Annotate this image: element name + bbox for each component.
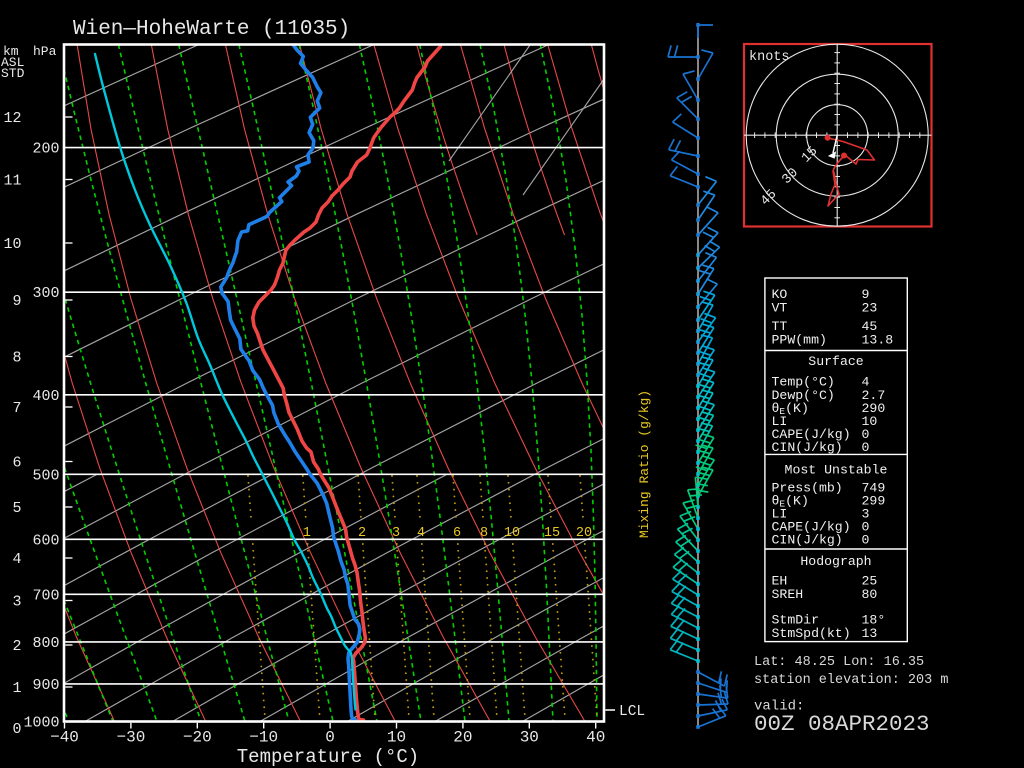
svg-text:300: 300 <box>32 285 59 302</box>
svg-text:PPW(mm): PPW(mm) <box>772 332 827 347</box>
svg-text:CIN(J/kg): CIN(J/kg) <box>772 440 843 455</box>
svg-text:2.7: 2.7 <box>862 388 886 403</box>
svg-text:km: km <box>3 44 19 59</box>
svg-text:4: 4 <box>12 551 21 568</box>
svg-text:10: 10 <box>504 526 520 541</box>
svg-text:ASL: ASL <box>1 55 24 70</box>
svg-text:1: 1 <box>12 680 21 697</box>
svg-text:500: 500 <box>32 467 59 484</box>
svg-text:Mixing Ratio (g/kg): Mixing Ratio (g/kg) <box>637 390 652 538</box>
svg-text:Surface: Surface <box>808 354 863 369</box>
svg-text:299: 299 <box>862 494 886 509</box>
svg-text:23: 23 <box>862 301 878 316</box>
svg-text:9: 9 <box>862 287 870 302</box>
svg-text:Dewp(°C): Dewp(°C) <box>772 388 835 403</box>
svg-text:40: 40 <box>586 729 605 747</box>
svg-text:12: 12 <box>3 110 21 127</box>
svg-text:CIN(J/kg): CIN(J/kg) <box>772 533 843 548</box>
svg-text:200: 200 <box>32 141 59 158</box>
svg-text:0: 0 <box>862 427 870 442</box>
svg-text:LCL: LCL <box>619 704 645 720</box>
svg-text:7: 7 <box>12 400 21 417</box>
svg-text:hPa: hPa <box>33 44 57 59</box>
svg-text:1: 1 <box>303 526 311 541</box>
svg-text:20: 20 <box>576 526 592 541</box>
svg-text:11: 11 <box>3 173 21 190</box>
svg-text:3: 3 <box>12 594 21 611</box>
svg-text:13.8: 13.8 <box>862 332 894 347</box>
svg-text:6: 6 <box>453 526 461 541</box>
svg-text:LI: LI <box>772 507 788 522</box>
svg-text:CAPE(J/kg): CAPE(J/kg) <box>772 427 851 442</box>
svg-text:STD: STD <box>1 66 25 81</box>
svg-text:station elevation: 203 m: station elevation: 203 m <box>754 673 948 688</box>
svg-text:15: 15 <box>544 526 560 541</box>
svg-text:1000: 1000 <box>23 715 59 732</box>
svg-text:2: 2 <box>12 638 21 655</box>
svg-text:Temperature (°C): Temperature (°C) <box>237 746 419 768</box>
svg-text:30: 30 <box>520 729 539 747</box>
svg-text:290: 290 <box>862 401 886 416</box>
svg-text:3: 3 <box>862 507 870 522</box>
svg-text:KO: KO <box>772 287 788 302</box>
svg-text:20: 20 <box>453 729 472 747</box>
svg-text:10: 10 <box>387 729 406 747</box>
svg-text:8: 8 <box>12 350 21 367</box>
svg-text:Hodograph: Hodograph <box>800 554 871 569</box>
svg-text:0: 0 <box>862 520 870 535</box>
svg-text:5: 5 <box>12 500 21 517</box>
svg-text:10: 10 <box>3 236 21 253</box>
svg-text:00Z 08APR2023: 00Z 08APR2023 <box>754 711 930 737</box>
svg-text:18°: 18° <box>862 613 886 628</box>
svg-text:800: 800 <box>32 635 59 652</box>
svg-text:0: 0 <box>862 533 870 548</box>
svg-text:SREH: SREH <box>772 587 804 602</box>
svg-text:13: 13 <box>862 626 878 641</box>
svg-text:45: 45 <box>862 319 878 334</box>
svg-text:0: 0 <box>325 729 335 747</box>
svg-text:StmDir: StmDir <box>772 613 819 628</box>
svg-text:Most Unstable: Most Unstable <box>785 463 888 478</box>
svg-text:900: 900 <box>32 677 59 694</box>
svg-text:80: 80 <box>862 587 878 602</box>
svg-text:Temp(°C): Temp(°C) <box>772 375 835 390</box>
svg-text:Press(mb): Press(mb) <box>772 481 843 496</box>
svg-text:VT: VT <box>772 301 788 316</box>
svg-text:600: 600 <box>32 532 59 549</box>
svg-text:θE(K): θE(K) <box>772 401 809 417</box>
svg-text:CAPE(J/kg): CAPE(J/kg) <box>772 520 851 535</box>
svg-text:3: 3 <box>392 526 400 541</box>
svg-text:9: 9 <box>12 293 21 310</box>
svg-text:Lat: 48.25 Lon: 16.35: Lat: 48.25 Lon: 16.35 <box>754 655 924 670</box>
svg-text:700: 700 <box>32 587 59 604</box>
svg-text:EH: EH <box>772 574 788 589</box>
svg-text:−30: −30 <box>116 729 145 747</box>
svg-text:4: 4 <box>862 375 870 390</box>
svg-text:0: 0 <box>862 440 870 455</box>
svg-text:−40: −40 <box>50 729 79 747</box>
svg-text:Wien—HoheWarte (11035): Wien—HoheWarte (11035) <box>73 18 350 41</box>
svg-text:25: 25 <box>862 574 878 589</box>
svg-text:8: 8 <box>480 526 488 541</box>
svg-text:6: 6 <box>12 455 21 472</box>
svg-text:749: 749 <box>862 481 886 496</box>
svg-text:knots: knots <box>749 50 790 65</box>
svg-text:−10: −10 <box>249 729 278 747</box>
svg-text:400: 400 <box>32 388 59 405</box>
svg-text:TT: TT <box>772 319 788 334</box>
svg-text:10: 10 <box>862 414 878 429</box>
svg-text:StmSpd(kt): StmSpd(kt) <box>772 626 851 641</box>
svg-text:−20: −20 <box>183 729 212 747</box>
svg-text:0: 0 <box>12 721 21 738</box>
svg-text:LI: LI <box>772 414 788 429</box>
svg-text:4: 4 <box>417 526 425 541</box>
svg-text:2: 2 <box>358 526 366 541</box>
svg-text:valid:: valid: <box>754 699 804 715</box>
